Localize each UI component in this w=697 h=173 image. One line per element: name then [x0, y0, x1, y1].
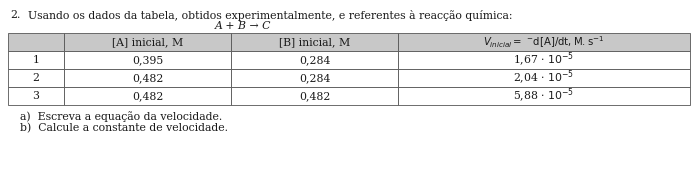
Text: 2.: 2. [10, 10, 20, 20]
Text: Usando os dados da tabela, obtidos experimentalmente, e referentes à reacção quí: Usando os dados da tabela, obtidos exper… [28, 10, 512, 21]
Bar [8, 87, 64, 105]
Text: 2,04 $\cdot\ 10^{-5}$: 2,04 $\cdot\ 10^{-5}$ [514, 69, 574, 87]
Bar [231, 69, 398, 87]
Text: 0,284: 0,284 [299, 55, 330, 65]
Bar [231, 87, 398, 105]
Text: 0,482: 0,482 [132, 73, 163, 83]
Text: [B] inicial, M: [B] inicial, M [279, 37, 350, 47]
Bar [8, 33, 64, 51]
Bar [64, 69, 231, 87]
Text: $V_{inicial}$$ = \mathrm{\ ^{-}d[A]/dt,M.s^{-1}}$: $V_{inicial}$$ = \mathrm{\ ^{-}d[A]/dt,M… [484, 34, 605, 50]
Text: 0,482: 0,482 [132, 91, 163, 101]
Bar [398, 51, 690, 69]
Text: a)  Escreva a equação da velocidade.: a) Escreva a equação da velocidade. [20, 111, 222, 122]
Bar [64, 87, 231, 105]
Bar [398, 69, 690, 87]
Bar [8, 69, 64, 87]
Bar [398, 87, 690, 105]
Bar [231, 51, 398, 69]
Text: 5,88 $\cdot\ 10^{-5}$: 5,88 $\cdot\ 10^{-5}$ [514, 87, 574, 105]
Text: 1,67 $\cdot\ 10^{-5}$: 1,67 $\cdot\ 10^{-5}$ [514, 51, 574, 69]
Text: 0,395: 0,395 [132, 55, 163, 65]
Text: 0,284: 0,284 [299, 73, 330, 83]
Bar [231, 33, 398, 51]
Bar [398, 33, 690, 51]
Text: A + B → C: A + B → C [215, 21, 272, 31]
Bar [64, 33, 231, 51]
Text: [A] inicial, M: [A] inicial, M [112, 37, 183, 47]
Text: 3: 3 [33, 91, 40, 101]
Text: 2: 2 [33, 73, 40, 83]
Text: 0,482: 0,482 [299, 91, 330, 101]
Text: 1: 1 [33, 55, 40, 65]
Bar [8, 51, 64, 69]
Bar [64, 51, 231, 69]
Text: b)  Calcule a constante de velocidade.: b) Calcule a constante de velocidade. [20, 123, 228, 133]
